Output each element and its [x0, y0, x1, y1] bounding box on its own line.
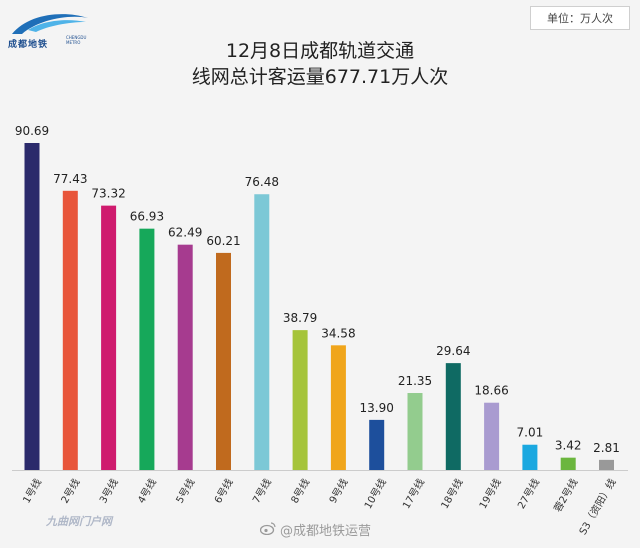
bar-6 — [216, 252, 231, 470]
logo-subtext: CHENGDU METRO — [66, 35, 87, 45]
value-label-6: 60.21 — [206, 234, 240, 248]
category-label-8: 8号线 — [288, 476, 312, 505]
category-label-6: 6号线 — [211, 476, 235, 505]
weibo-icon — [260, 522, 276, 535]
category-label-11: 17号线 — [400, 476, 428, 511]
value-label-3: 73.32 — [91, 187, 125, 201]
bar-7 — [254, 194, 270, 470]
value-label-15: 3.42 — [555, 439, 582, 453]
value-label-12: 29.64 — [436, 344, 470, 358]
logo-text: 成都地铁 — [8, 40, 49, 50]
bar-15 — [560, 457, 576, 470]
value-label-2: 77.43 — [53, 172, 87, 186]
bar-4 — [139, 228, 155, 470]
value-label-10: 13.90 — [360, 401, 394, 415]
category-label-1: 1号线 — [20, 476, 44, 505]
metro-logo: 成都地铁 CHENGDU METRO — [8, 8, 108, 52]
category-label-5: 5号线 — [173, 476, 197, 505]
bar-5 — [177, 244, 193, 470]
value-label-1: 90.69 — [15, 124, 49, 138]
category-label-15: 蓉2号线 — [551, 476, 580, 514]
category-label-2: 2号线 — [58, 476, 82, 505]
watermark-left: 九曲网门户网 — [46, 515, 112, 528]
value-label-14: 7.01 — [517, 426, 544, 440]
value-label-11: 21.35 — [398, 374, 432, 388]
bar-3 — [101, 205, 117, 470]
category-label-3: 3号线 — [96, 476, 120, 505]
category-label-13: 19号线 — [476, 476, 504, 511]
category-label-14: 27号线 — [514, 476, 542, 511]
bar-2 — [62, 190, 78, 470]
chart-title-line2: 线网总计客运量677.71万人次 — [191, 66, 449, 88]
value-label-4: 66.93 — [130, 210, 164, 224]
watermark-right: @成都地铁运营 — [280, 524, 372, 539]
bar-16 — [599, 459, 614, 470]
value-label-16: 2.81 — [593, 441, 620, 455]
value-label-7: 76.48 — [245, 175, 279, 189]
bar-1 — [24, 143, 40, 470]
bar-14 — [522, 444, 538, 470]
value-label-13: 18.66 — [474, 384, 508, 398]
bar-group: 90.69 1号线 77.43 2号线 73.32 3号线 66.93 4号线 62.49 5号线… — [15, 124, 620, 537]
value-label-8: 38.79 — [283, 311, 317, 325]
unit-label: 单位：万人次 — [530, 6, 630, 30]
value-label-9: 34.58 — [321, 326, 355, 340]
bar-12 — [445, 363, 461, 470]
bar-11 — [407, 393, 423, 470]
category-label-4: 4号线 — [135, 476, 159, 505]
category-label-9: 9号线 — [326, 476, 350, 505]
bar-13 — [484, 402, 500, 470]
metro-logo-swoosh-icon — [12, 14, 88, 34]
chart-title-line1: 12月8日成都轨道交通 — [225, 40, 415, 62]
category-label-16: S3（资阳）线 — [576, 476, 619, 537]
bar-9 — [330, 345, 346, 470]
category-label-10: 10号线 — [361, 476, 389, 511]
category-label-12: 18号线 — [438, 476, 466, 511]
chart-title: 12月8日成都轨道交通 线网总计客运量677.71万人次 — [120, 38, 520, 90]
category-label-7: 7号线 — [250, 476, 274, 505]
bar-10 — [369, 419, 385, 470]
value-label-5: 62.49 — [168, 226, 202, 240]
bar-8 — [292, 330, 308, 470]
